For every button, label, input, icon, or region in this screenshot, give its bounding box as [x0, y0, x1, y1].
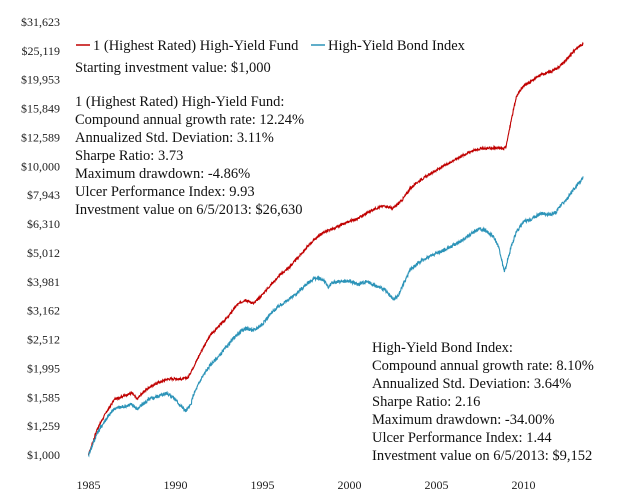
y-tick-label: $7,943: [27, 188, 60, 202]
y-tick-label: $5,012: [27, 246, 60, 260]
y-tick-label: $3,162: [27, 304, 60, 318]
fund-stats-title: 1 (Highest Rated) High-Yield Fund:: [75, 94, 284, 110]
x-tick-label: 1985: [77, 478, 101, 492]
y-tick-label: $2,512: [27, 333, 60, 347]
series-line-index: [88, 176, 584, 458]
fund-final-value: Investment value on 6/5/2013: $26,630: [75, 202, 303, 218]
index-stats: High-Yield Bond Index: Compound annual g…: [372, 340, 594, 464]
index-std-dev: Annualized Std. Deviation: 3.64%: [372, 376, 571, 392]
index-final-value: Investment value on 6/5/2013: $9,152: [372, 448, 592, 464]
fund-ulcer-index: Ulcer Performance Index: 9.93: [75, 184, 255, 200]
x-tick-label: 1995: [251, 478, 275, 492]
x-tick-label: 2005: [425, 478, 449, 492]
y-tick-label: $10,000: [21, 159, 60, 173]
y-tick-label: $15,849: [21, 102, 60, 116]
fund-cagr: Compound annual growth rate: 12.24%: [75, 112, 304, 128]
y-axis: $1,000 $1,259 $1,585 $1,995 $2,512 $3,162 $3,9…: [21, 15, 60, 462]
fund-sharpe: Sharpe Ratio: 3.73: [75, 148, 183, 164]
index-ulcer-index: Ulcer Performance Index: 1.44: [372, 430, 552, 446]
series-line-fund: [87, 41, 584, 456]
fund-max-drawdown: Maximum drawdown: -4.86%: [75, 166, 250, 182]
x-tick-label: 2000: [338, 478, 362, 492]
index-max-drawdown: Maximum drawdown: -34.00%: [372, 412, 554, 428]
y-tick-label: $1,585: [27, 390, 60, 404]
fund-stats: 1 (Highest Rated) High-Yield Fund: Compo…: [75, 94, 304, 218]
y-tick-label: $1,259: [27, 419, 60, 433]
fund-std-dev: Annualized Std. Deviation: 3.11%: [75, 130, 274, 146]
index-stats-title: High-Yield Bond Index:: [372, 340, 513, 356]
index-sharpe: Sharpe Ratio: 2.16: [372, 394, 480, 410]
legend-label-index: High-Yield Bond Index: [328, 38, 466, 54]
x-tick-label: 1990: [164, 478, 188, 492]
x-tick-label: 2010: [512, 478, 536, 492]
y-tick-label: $19,953: [21, 73, 60, 87]
legend-label-fund: 1 (Highest Rated) High-Yield Fund: [93, 38, 299, 54]
legend: 1 (Highest Rated) High-Yield Fund High-Y…: [76, 38, 466, 54]
y-tick-label: $25,119: [21, 44, 60, 58]
plot-lines: [87, 41, 584, 458]
y-tick-label: $3,981: [27, 275, 60, 289]
y-tick-label: $1,000: [27, 448, 60, 462]
y-tick-label: $12,589: [21, 130, 60, 144]
x-axis: 1985 1990 1995 2000 2005 2010: [77, 478, 536, 492]
y-tick-label: $31,623: [21, 15, 60, 29]
index-cagr: Compound annual growth rate: 8.10%: [372, 358, 594, 374]
y-tick-label: $1,995: [27, 361, 60, 375]
starting-value-note: Starting investment value: $1,000: [75, 60, 271, 76]
y-tick-label: $6,310: [27, 217, 60, 231]
